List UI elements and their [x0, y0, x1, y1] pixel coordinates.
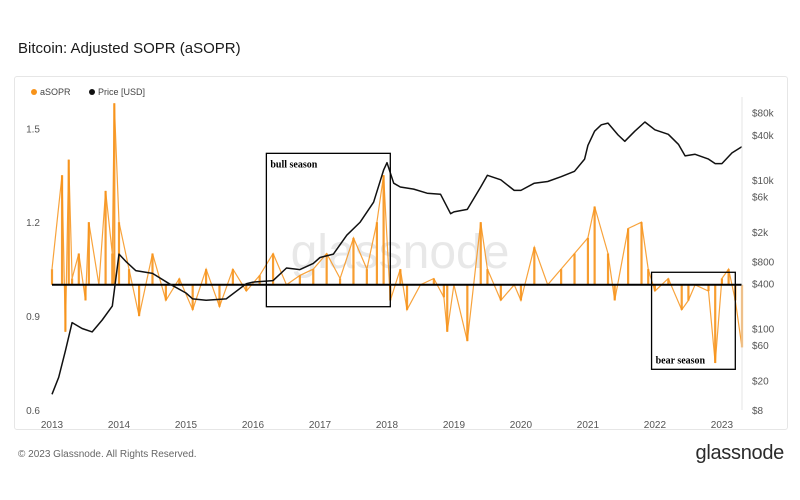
y-right-tick-label: $10k: [752, 176, 775, 187]
annotation-label: bull season: [270, 159, 317, 170]
legend-label[interactable]: aSOPR: [40, 87, 71, 97]
y-right-tick-label: $60: [752, 341, 769, 352]
annotation-box: [650, 271, 736, 370]
x-tick-label: 2015: [175, 420, 198, 431]
y-right-tick-label: $400: [752, 280, 775, 291]
y-left-tick-label: 0.6: [26, 406, 40, 417]
price-line: [51, 121, 743, 395]
y-right-tick-label: $80k: [752, 109, 775, 120]
y-right-tick-label: $8: [752, 406, 764, 417]
x-tick-label: 2023: [711, 420, 734, 431]
brand-logo[interactable]: glassnode: [695, 442, 785, 464]
y-left-tick-label: 1.2: [26, 218, 40, 229]
y-right-tick-label: $6k: [752, 192, 769, 203]
y-right-tick-label: $40k: [752, 131, 775, 142]
legend-marker: [89, 89, 95, 95]
y-left-tick-label: 1.5: [26, 124, 40, 135]
x-tick-label: 2022: [644, 420, 667, 431]
x-tick-label: 2019: [443, 420, 466, 431]
legend-label[interactable]: Price [USD]: [98, 87, 145, 97]
annotation-box: [265, 152, 391, 308]
copyright-text: © 2023 Glassnode. All Rights Reserved.: [18, 449, 197, 460]
x-tick-label: 2013: [41, 420, 64, 431]
legend-marker: [31, 89, 37, 95]
x-tick-label: 2016: [242, 420, 265, 431]
x-tick-label: 2021: [577, 420, 600, 431]
x-tick-label: 2018: [376, 420, 399, 431]
chart-frame: [14, 76, 788, 430]
y-right-tick-label: $800: [752, 257, 775, 268]
y-right-tick-label: $100: [752, 324, 775, 335]
chart-title: Bitcoin: Adjusted SOPR (aSOPR): [18, 40, 241, 57]
y-right-tick-label: $2k: [752, 228, 769, 239]
y-right-tick-label: $20: [752, 376, 769, 387]
x-tick-label: 2017: [309, 420, 332, 431]
x-tick-label: 2014: [108, 420, 131, 431]
x-tick-label: 2020: [510, 420, 533, 431]
y-left-tick-label: 0.9: [26, 312, 40, 323]
annotation-label: bear season: [656, 355, 706, 366]
